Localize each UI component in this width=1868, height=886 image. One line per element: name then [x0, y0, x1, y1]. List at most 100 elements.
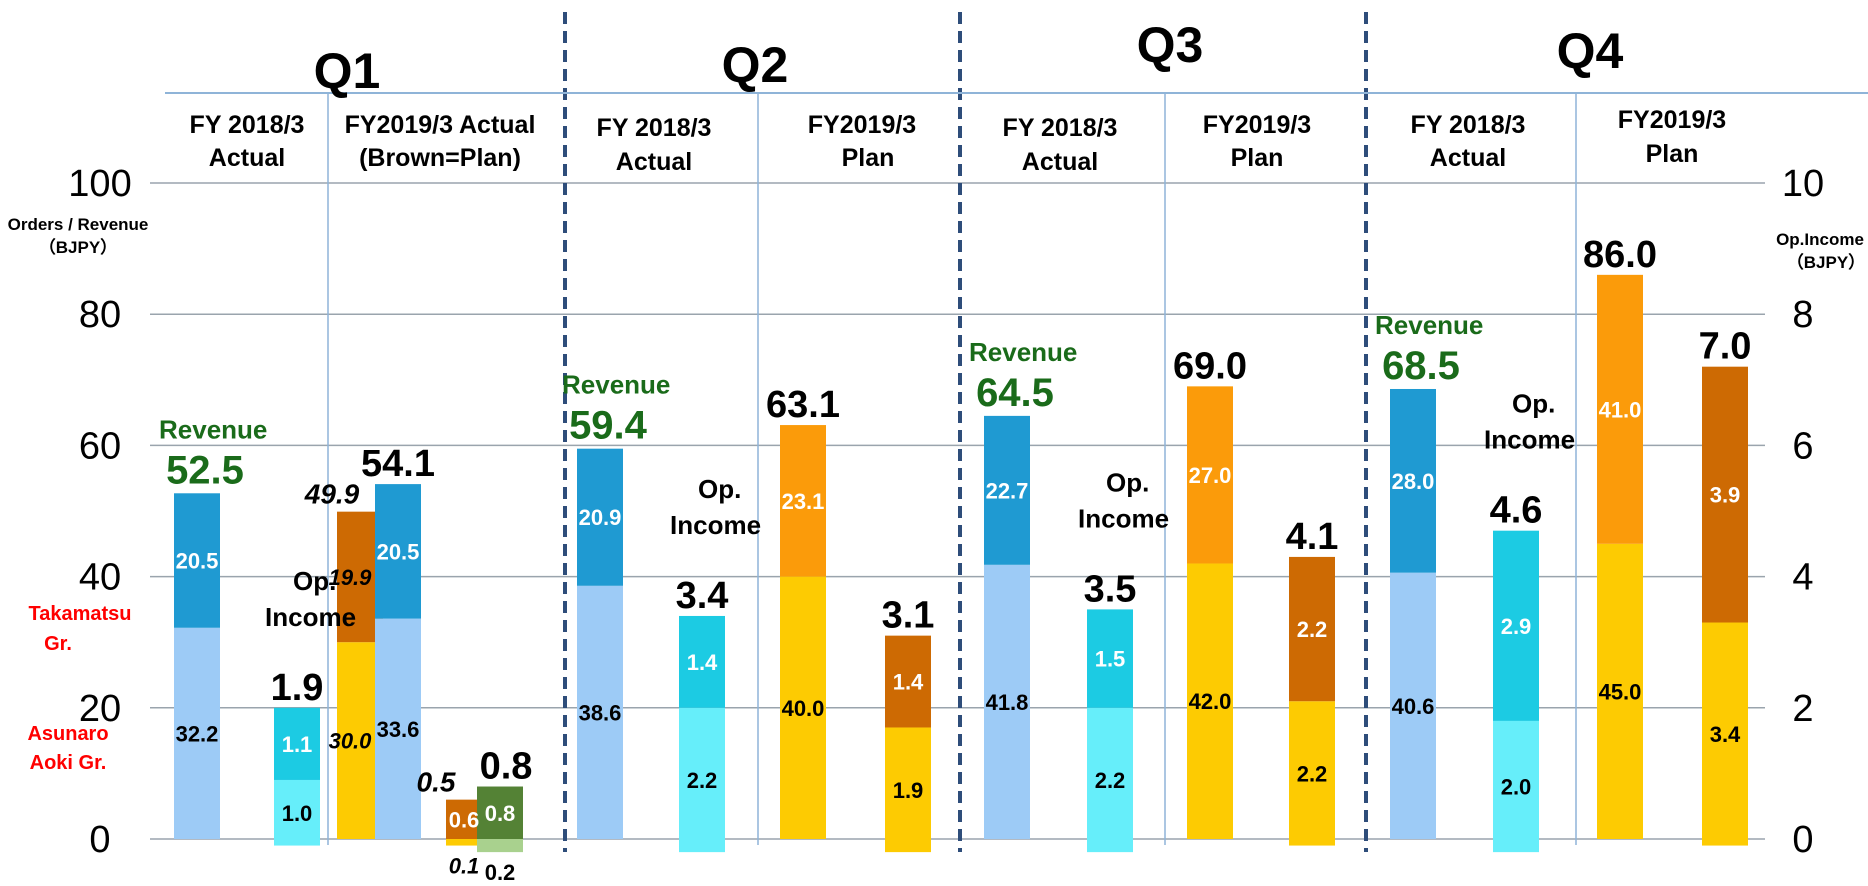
y-left-tick: 40 [79, 557, 121, 599]
bar-segment [1187, 386, 1233, 564]
column-header-q2-b-line1: FY2019/3 [808, 111, 916, 139]
op-income-label-line2: Income [1078, 503, 1169, 533]
segment-label: 20.5 [377, 539, 420, 564]
op-income-label-line2: Income [265, 602, 356, 632]
bar-segment [446, 799, 482, 839]
bar-segment [577, 585, 623, 839]
bar-segment [1289, 556, 1335, 702]
segment-label: 0.6 [449, 807, 480, 832]
y-right-tick: 6 [1792, 425, 1813, 467]
bar-segment [984, 564, 1030, 839]
y-right-tick: 0 [1792, 819, 1813, 861]
segment-label: 2.9 [1501, 614, 1532, 639]
segment-label: 0.8 [485, 801, 516, 826]
total-label: 3.5 [1084, 568, 1137, 610]
group-label-takamatsu-line2: Gr. [44, 633, 72, 655]
total-label: 4.1 [1286, 516, 1339, 558]
total-label: 64.5 [976, 371, 1054, 415]
bar-segment [780, 576, 826, 839]
total-label: 3.4 [676, 575, 729, 617]
segment-label: 1.0 [282, 801, 313, 826]
bar-q1-19-act-rev [375, 484, 421, 839]
revenue-label: Revenue [969, 337, 1077, 367]
total-label: 52.5 [166, 448, 244, 492]
y-left-label-line2: （BJPY） [39, 237, 117, 257]
quarter-title-q2: Q2 [722, 37, 789, 93]
column-header-q1-b-line2: (Brown=Plan) [359, 144, 521, 172]
axis-ticks: 0 0 20 2 40 4 60 6 80 8 100 10 [68, 163, 1824, 861]
column-header-q3-a-line2: Actual [1022, 148, 1098, 176]
y-left-tick: 20 [79, 688, 121, 730]
bar-q3-19-op [1289, 556, 1335, 846]
segment-label: 30.0 [329, 729, 373, 754]
segment-label: 40.0 [782, 696, 825, 721]
column-header-q4-a-line2: Actual [1430, 144, 1506, 172]
bar-segment [375, 484, 421, 619]
y-left-label-line1: Orders / Revenue [8, 215, 149, 234]
bar-segment [274, 707, 320, 780]
bar-q1-19-plan-op [446, 799, 482, 846]
y-right-tick: 10 [1782, 163, 1824, 205]
quarter-title-q4: Q4 [1557, 23, 1624, 79]
segment-label: 1.5 [1095, 647, 1126, 672]
quarter-title-q3: Q3 [1137, 17, 1204, 73]
segment-label: 1.4 [687, 650, 718, 675]
bar-segment [1289, 701, 1335, 846]
total-label: 59.4 [569, 404, 648, 448]
segment-label: 20.9 [579, 505, 622, 530]
group-label-takamatsu-line1: Takamatsu [28, 603, 131, 625]
bar-segment [679, 707, 725, 853]
segment-label: 41.8 [986, 690, 1029, 715]
y-left-tick: 80 [79, 294, 121, 336]
bars [174, 274, 1748, 853]
bar-segment [1087, 707, 1133, 853]
revenue-label: Revenue [562, 370, 670, 400]
total-label: 49.9 [304, 479, 360, 510]
column-header-q3-b-line1: FY2019/3 [1203, 111, 1311, 139]
column-header-q4-b-line1: FY2019/3 [1618, 106, 1726, 134]
annotations: 32.2 20.5 52.5 Revenue 1.0 1.1 1.9 Op. Income 30.… [159, 234, 1751, 885]
revenue-label: Revenue [159, 414, 267, 444]
segment-label: 38.6 [579, 700, 622, 725]
bar-segment [984, 415, 1030, 565]
column-header-q1-a-line1: FY 2018/3 [190, 111, 305, 139]
bar-segment [679, 615, 725, 708]
y-left-tick: 0 [89, 819, 110, 861]
bar-q4-18-op [1493, 530, 1539, 853]
total-label: 68.5 [1382, 344, 1460, 388]
bar-segment [446, 839, 482, 846]
op-income-label-line1: Op. [1106, 467, 1149, 497]
total-label: 7.0 [1699, 326, 1752, 368]
op-income-label-line1: Op. [293, 566, 336, 596]
total-label: 86.0 [1583, 234, 1657, 276]
bar-q2-18-op [679, 615, 725, 853]
bar-segment [1493, 720, 1539, 853]
total-label: 63.1 [766, 384, 840, 426]
y-right-label-line1: Op.Income [1776, 230, 1864, 249]
op-income-label-line2: Income [670, 510, 761, 540]
total-label: 4.6 [1490, 490, 1543, 532]
segment-label: 45.0 [1599, 679, 1642, 704]
bar-q4-19-rev [1597, 274, 1643, 839]
bar-segment [174, 493, 220, 628]
y-right-tick: 8 [1792, 294, 1813, 336]
group-label-asunaro-line2: Aoki Gr. [30, 752, 107, 774]
column-header-q1-b-line1: FY2019/3 Actual [345, 111, 536, 139]
segment-label: 22.7 [986, 478, 1029, 503]
segment-label: 20.5 [176, 549, 219, 574]
bar-segment [1597, 274, 1643, 544]
segment-label: 1.4 [893, 670, 924, 695]
bar-segment [174, 627, 220, 839]
bar-q2-19-rev [780, 425, 826, 839]
total-label: 0.8 [480, 746, 533, 788]
bar-segment [1390, 388, 1436, 573]
bar-q1-19-act-op [477, 786, 523, 853]
segment-label: 2.2 [1297, 761, 1328, 786]
segment-label: 2.2 [687, 768, 718, 793]
column-header-q2-a-line2: Actual [616, 148, 692, 176]
segment-label: 32.2 [176, 721, 219, 746]
bar-segment [885, 727, 931, 853]
bar-q1-18-rev [174, 493, 220, 839]
bar-segment [885, 635, 931, 728]
column-header-q4-b-line2: Plan [1646, 140, 1699, 168]
